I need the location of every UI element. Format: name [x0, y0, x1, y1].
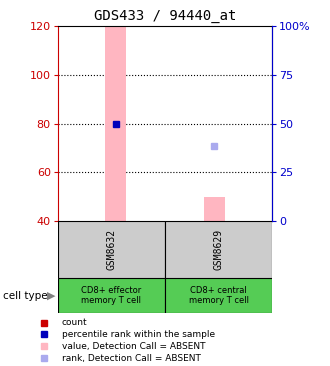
Bar	[165, 278, 272, 313]
Bar	[105, 26, 126, 221]
Text: GSM8629: GSM8629	[214, 229, 224, 270]
Bar	[58, 221, 165, 278]
Text: CD8+ central
memory T cell: CD8+ central memory T cell	[189, 286, 248, 305]
Text: cell type: cell type	[3, 291, 48, 300]
Text: count: count	[62, 318, 87, 327]
Text: rank, Detection Call = ABSENT: rank, Detection Call = ABSENT	[62, 354, 201, 363]
Bar	[58, 278, 165, 313]
Text: GSM8632: GSM8632	[106, 229, 116, 270]
Text: value, Detection Call = ABSENT: value, Detection Call = ABSENT	[62, 342, 205, 351]
Text: ▶: ▶	[47, 291, 55, 300]
Bar	[204, 197, 225, 221]
Text: GDS433 / 94440_at: GDS433 / 94440_at	[94, 9, 236, 23]
Text: CD8+ effector
memory T cell: CD8+ effector memory T cell	[81, 286, 142, 305]
Bar	[165, 221, 272, 278]
Text: percentile rank within the sample: percentile rank within the sample	[62, 330, 215, 339]
